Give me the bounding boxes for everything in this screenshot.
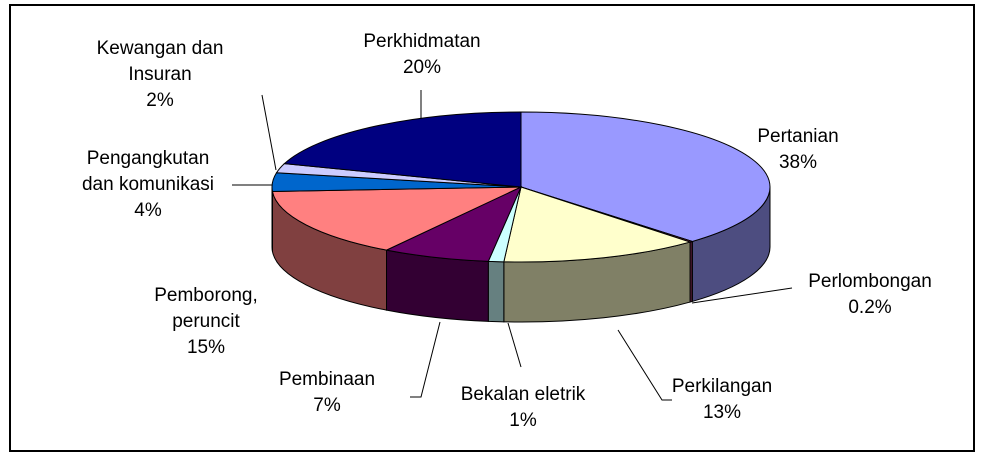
slice-label: Pertanian 38% [757, 124, 838, 176]
slice-side [487, 260, 505, 323]
category-label: Pengangkutan dan komunikasi [81, 148, 215, 195]
slice-label: Kewangan dan Insuran 2% [97, 36, 224, 114]
slice-label: Perlombongan 0.2% [808, 269, 932, 321]
leader-line [507, 322, 522, 368]
chart-border [9, 4, 975, 452]
value-label: 7% [313, 395, 341, 416]
category-label: Kewangan dan Insuran [96, 38, 224, 85]
slice-label: Perkhidmatan 20% [363, 29, 480, 81]
slice-label: Perkilangan 13% [672, 374, 772, 426]
value-label: 2% [146, 90, 174, 111]
pie-slice [520, 111, 771, 242]
value-label: 4% [134, 200, 162, 221]
value-label: 13% [702, 402, 742, 423]
value-label: 0.2% [848, 297, 892, 318]
category-label: Perlombongan [808, 271, 932, 292]
category-label: Pertanian [757, 126, 839, 147]
category-label: Perkilangan [671, 376, 773, 397]
slice-label: Pemborong, peruncit 15% [154, 283, 258, 361]
category-label: Pembinaan [278, 369, 376, 390]
pie-slice [503, 186, 692, 263]
value-label: 1% [509, 410, 537, 431]
pie-slice [384, 185, 522, 262]
slice-label: Pengangkutan dan komunikasi 4% [82, 146, 214, 224]
pie-slice [283, 111, 522, 188]
leader-lines [232, 90, 793, 401]
value-label: 38% [778, 152, 818, 173]
leader-line [410, 321, 441, 398]
category-label: Perkhidmatan [363, 31, 481, 52]
category-label: Pemborong, peruncit [154, 285, 258, 332]
category-label: Bekalan eletrik [460, 384, 586, 405]
leader-line [691, 287, 793, 304]
value-label: 20% [402, 57, 442, 78]
leader-line [617, 329, 672, 401]
slice-label: Bekalan eletrik 1% [461, 382, 586, 434]
slice-label: Pembinaan 7% [279, 367, 375, 419]
leader-line [261, 94, 277, 171]
pie-slice [271, 186, 522, 251]
value-label: 15% [186, 337, 226, 358]
